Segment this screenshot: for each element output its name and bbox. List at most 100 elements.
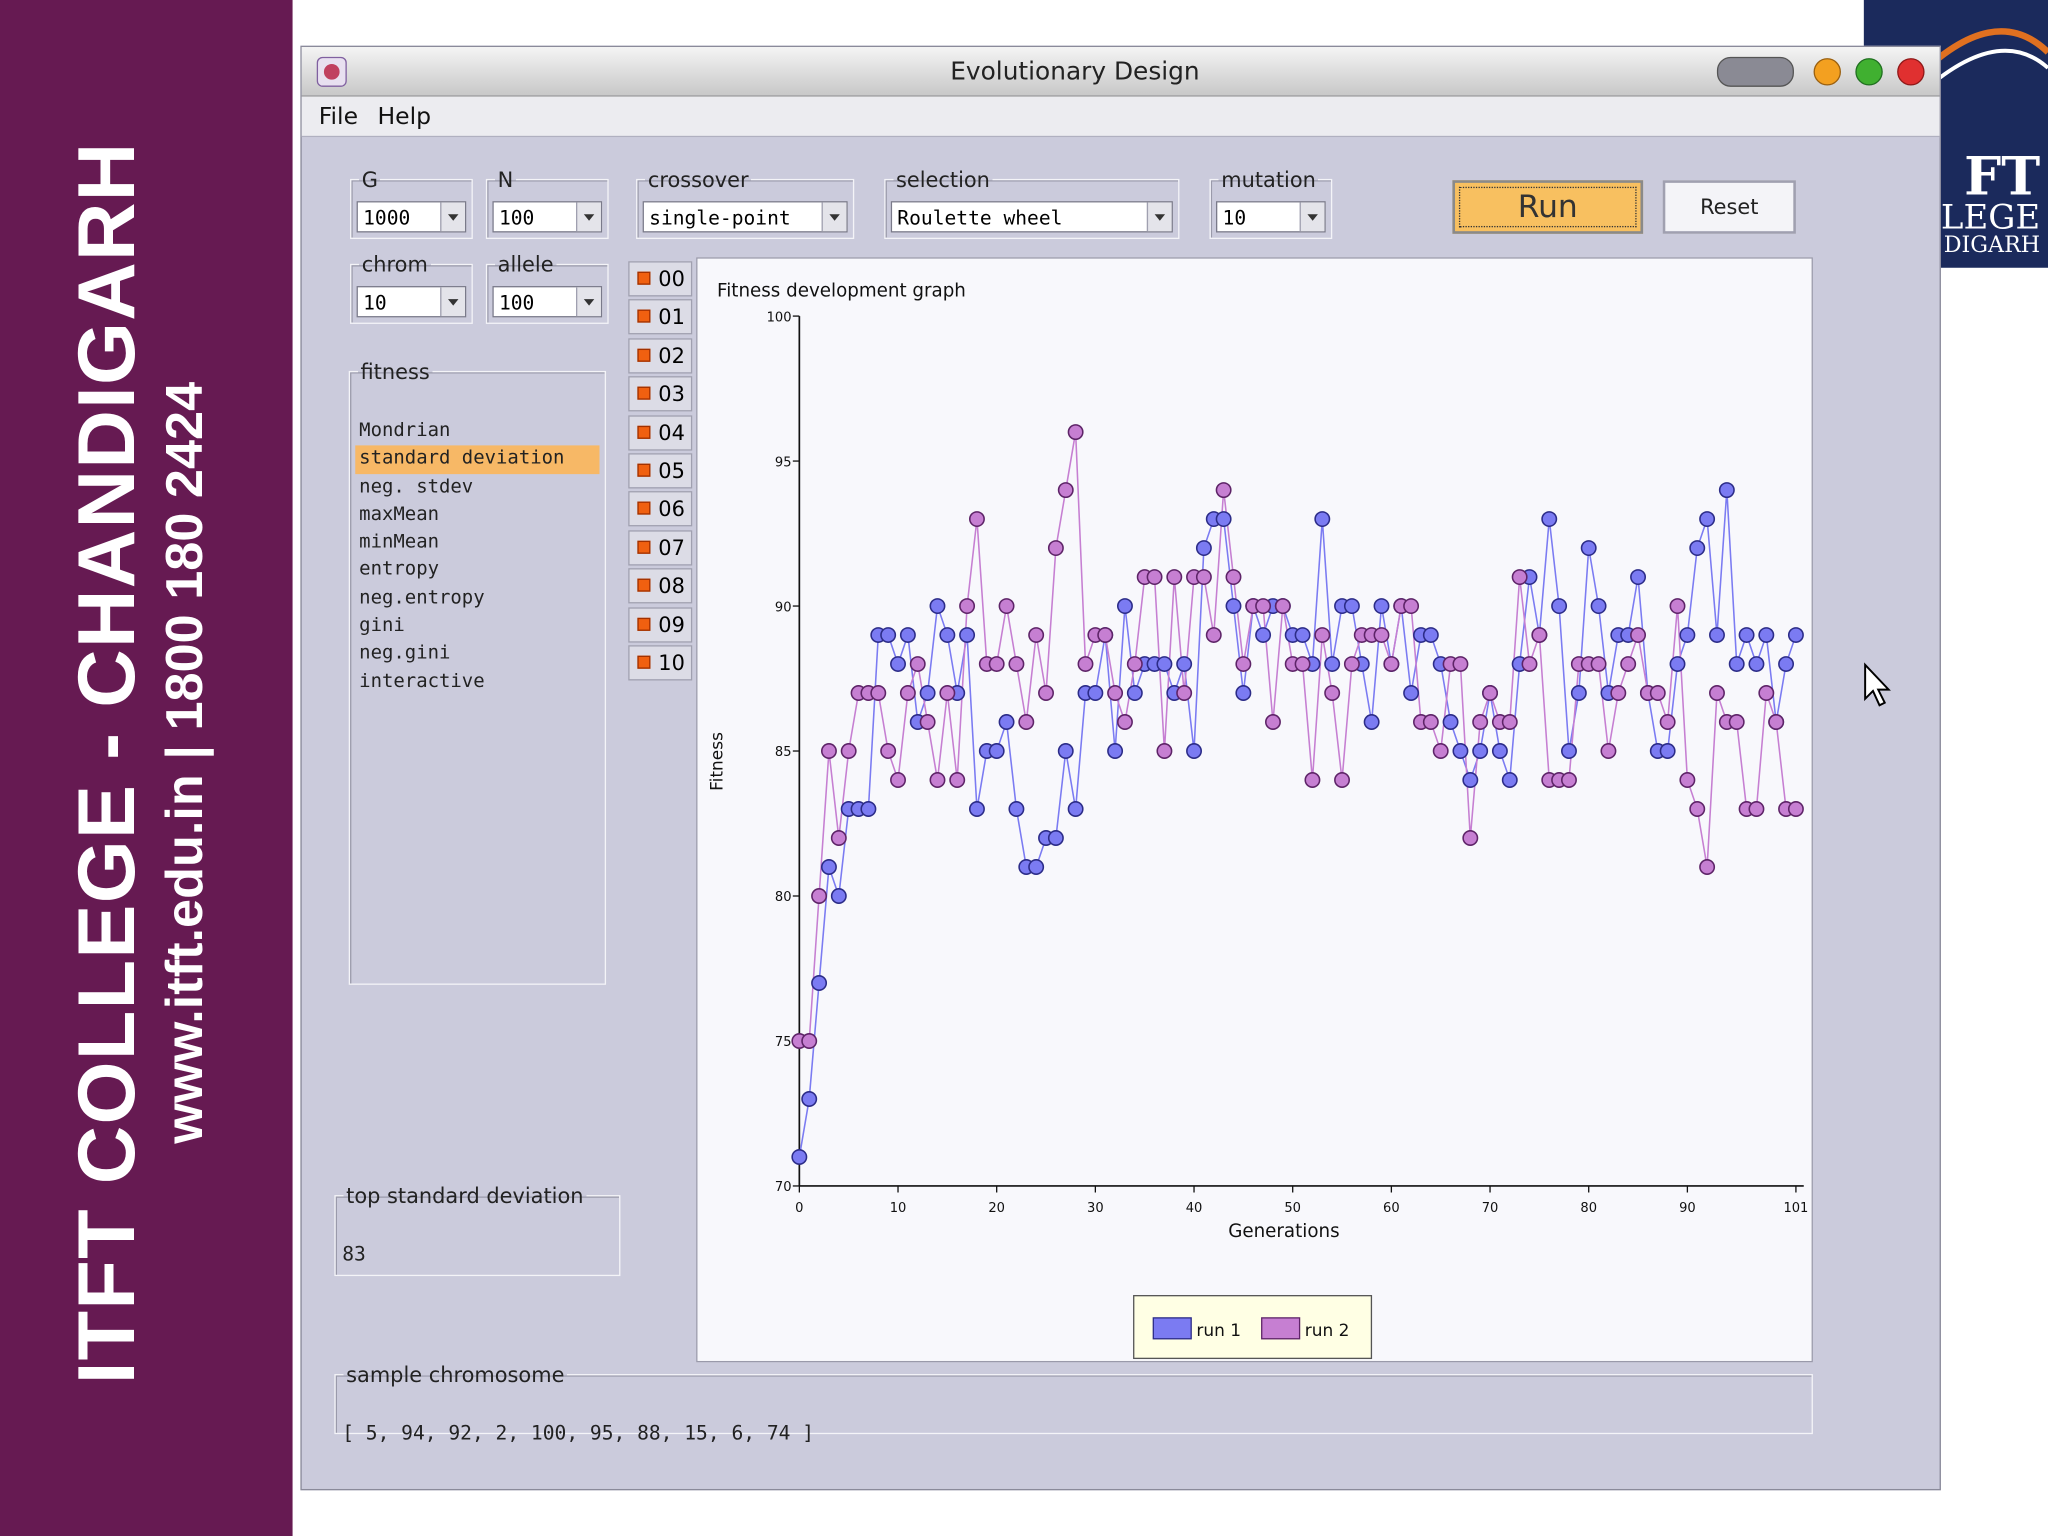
data-point [1225, 569, 1242, 586]
list-option[interactable]: entropy [359, 559, 439, 581]
data-point [1600, 743, 1617, 759]
data-point [870, 685, 887, 701]
list-option[interactable]: neg.gini [359, 643, 451, 664]
group-box: G 1000 [350, 167, 473, 240]
y-tick-label: 75 [775, 1035, 792, 1050]
data-point [1541, 511, 1558, 528]
run-tab[interactable]: 00 [628, 261, 693, 297]
list-option[interactable]: gini [359, 615, 405, 637]
group-label: selection [895, 167, 990, 192]
data-point [909, 656, 926, 672]
chart-panel: Fitness development graph Fitness Genera… [696, 257, 1813, 1363]
menu-item[interactable]: Help [377, 103, 432, 131]
logo-text: LEGE [1940, 198, 2041, 238]
data-point [968, 801, 985, 817]
tab-label: 07 [658, 535, 685, 561]
tab-icon [637, 540, 651, 554]
sample-value: [ 5, 94, 92, 2, 100, 95, 88, 15, 6, 74 ] [342, 1421, 815, 1445]
data-point [1620, 656, 1637, 672]
data-point [1452, 656, 1469, 672]
combo-box[interactable]: 1000 [356, 201, 467, 233]
data-point [1225, 598, 1242, 615]
data-point [959, 598, 976, 615]
combo-box[interactable]: 10 [356, 286, 467, 318]
data-point [801, 1091, 818, 1107]
list-option[interactable]: neg.entropy [359, 587, 485, 609]
run-tab[interactable]: 07 [628, 530, 693, 566]
data-point [1521, 656, 1538, 672]
tab-label: 04 [658, 420, 685, 445]
combo-box[interactable]: 100 [492, 286, 603, 318]
tab-label: 00 [658, 266, 685, 292]
list-option[interactable]: standard deviation [355, 445, 600, 474]
combo-arrow[interactable] [1146, 202, 1172, 232]
data-point [1235, 685, 1252, 701]
group-box: N 100 [485, 167, 609, 240]
run-tab[interactable]: 01 [628, 299, 693, 335]
x-tick-label: 20 [988, 1201, 1005, 1216]
data-point [1274, 598, 1291, 615]
data-point [939, 685, 956, 701]
data-point [1403, 598, 1420, 615]
combo-arrow[interactable] [575, 287, 601, 317]
data-point [1403, 685, 1420, 701]
data-point [820, 859, 837, 875]
legend-label: run 2 [1305, 1321, 1350, 1341]
combo-arrow[interactable] [440, 287, 465, 317]
combo-value: single-point [649, 206, 791, 230]
data-point [988, 656, 1005, 672]
data-point [1205, 627, 1222, 644]
data-point [929, 598, 946, 615]
run-tab[interactable]: 06 [628, 491, 693, 527]
list-option[interactable]: maxMean [359, 504, 439, 525]
tab-icon [637, 271, 651, 285]
data-point [1077, 656, 1094, 672]
combo-arrow[interactable] [575, 202, 601, 232]
data-point [1057, 482, 1074, 499]
run-tab[interactable]: 02 [628, 338, 693, 374]
list-option[interactable]: neg. stdev [359, 476, 474, 498]
data-point [1334, 772, 1351, 788]
run-tab[interactable]: 09 [628, 606, 693, 643]
combo-box[interactable]: 100 [492, 201, 603, 233]
tab-label: 10 [658, 650, 685, 676]
data-point [1314, 511, 1331, 528]
group-box: mutation 10 [1209, 167, 1333, 240]
data-point [1422, 627, 1439, 644]
data-point [1047, 830, 1064, 846]
data-point [1768, 714, 1785, 730]
run-button[interactable]: Run [1452, 180, 1644, 234]
run-tab[interactable]: 10 [628, 645, 693, 681]
data-point [1176, 685, 1193, 701]
logo-text: DIGARH [1943, 232, 2041, 259]
group-label: fitness [360, 359, 430, 384]
top-group: top standard deviation 83 [334, 1183, 621, 1277]
run-tab[interactable]: 03 [628, 376, 693, 412]
run-tab[interactable]: 08 [628, 568, 693, 604]
window-controls[interactable] [1712, 50, 1937, 94]
data-point [1028, 859, 1045, 875]
tab-label: 05 [658, 458, 685, 484]
data-point [1304, 772, 1321, 788]
y-tick-label: 90 [775, 600, 792, 615]
list-option[interactable]: interactive [359, 670, 485, 692]
tab-icon [637, 348, 651, 362]
list-option[interactable]: Mondrian [359, 420, 451, 442]
group-box: chrom 10 [350, 252, 473, 324]
combo-arrow[interactable] [821, 202, 847, 232]
combo-box[interactable]: Roulette wheel [890, 201, 1173, 233]
run-tab[interactable]: 04 [628, 414, 693, 451]
run-tab[interactable]: 05 [628, 453, 693, 489]
list-option[interactable]: minMean [359, 531, 439, 553]
combo-arrow[interactable] [440, 202, 465, 232]
fitness-list: Mondrian standard deviation neg. stdev maxM… [355, 418, 600, 696]
tab-label: 06 [658, 496, 685, 522]
tab-label: 02 [658, 343, 685, 369]
data-point [1294, 656, 1311, 672]
combo-box[interactable]: 10 [1215, 201, 1326, 233]
combo-arrow[interactable] [1299, 202, 1325, 232]
combo-box[interactable]: single-point [642, 201, 848, 233]
menu-item[interactable]: File [318, 103, 359, 131]
reset-button[interactable]: Reset [1662, 180, 1796, 234]
